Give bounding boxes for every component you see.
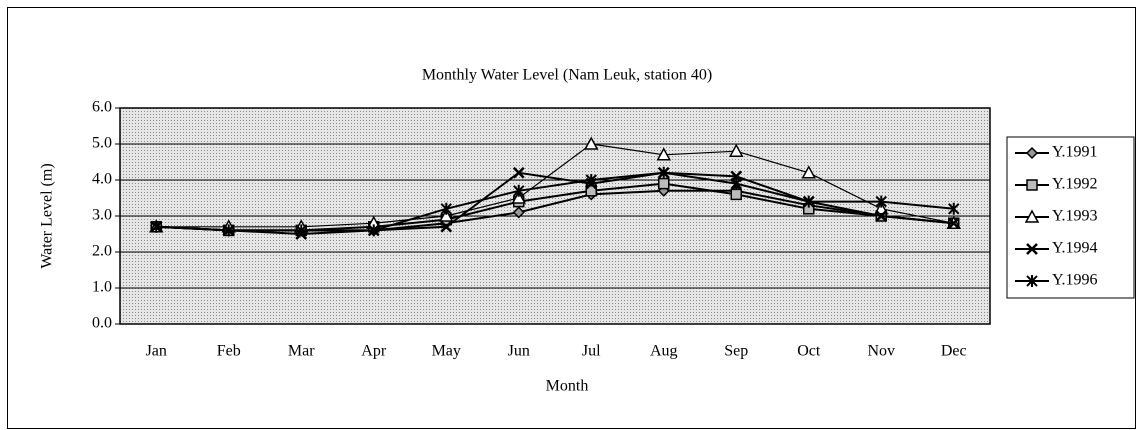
- legend-label: Y.1992: [1052, 176, 1098, 193]
- x-tick-label: Jan: [146, 343, 167, 360]
- marker: [223, 224, 235, 237]
- x-tick-label: Mar: [288, 343, 315, 360]
- y-tick-label: 5.0: [92, 135, 112, 152]
- marker: [368, 224, 380, 237]
- marker: [440, 202, 452, 215]
- legend-label: Y.1994: [1052, 240, 1098, 257]
- series-line: [156, 171, 954, 232]
- chart-title: Monthly Water Level (Nam Leuk, station 4…: [422, 67, 712, 84]
- y-tick-label: 3.0: [92, 207, 112, 224]
- marker: [803, 195, 815, 208]
- x-tick-label: Jul: [582, 343, 601, 360]
- marker: [875, 195, 887, 208]
- marker: [656, 147, 672, 161]
- y-tick-label: 1.0: [92, 279, 112, 296]
- plot-border: [119, 107, 991, 325]
- marker: [730, 177, 742, 190]
- marker: [728, 143, 744, 157]
- marker: [583, 136, 599, 150]
- marker: [440, 220, 453, 233]
- y-tick-label: 6.0: [92, 99, 112, 116]
- marker: [150, 220, 162, 233]
- x-tick-label: Oct: [797, 343, 821, 360]
- y-tick-label: 0.0: [92, 315, 112, 332]
- series-line: [156, 143, 954, 228]
- marker: [658, 166, 670, 179]
- y-axis-label: Water Level (m): [39, 163, 56, 268]
- marker: [730, 188, 742, 201]
- marker: [511, 190, 527, 204]
- marker: [585, 174, 597, 186]
- x-tick-label: May: [432, 343, 461, 360]
- legend-marker: [1026, 243, 1038, 255]
- legend-label: Y.1996: [1052, 272, 1098, 289]
- marker: [875, 210, 888, 222]
- legend-marker: [1026, 275, 1038, 287]
- marker: [512, 206, 525, 219]
- legend-label: Y.1993: [1052, 208, 1098, 225]
- marker: [873, 201, 889, 215]
- legend-marker: [1024, 209, 1040, 223]
- x-axis-label: Month: [546, 378, 589, 395]
- x-tick-label: Apr: [361, 343, 387, 360]
- marker: [801, 165, 817, 179]
- marker: [438, 208, 454, 222]
- x-tick-label: Dec: [941, 343, 967, 360]
- marker: [658, 177, 670, 190]
- marker: [948, 202, 960, 215]
- x-tick-label: Aug: [650, 343, 678, 360]
- y-tick-label: 4.0: [92, 171, 112, 188]
- x-tick-label: Feb: [217, 343, 241, 360]
- x-tick-label: Sep: [724, 343, 748, 360]
- marker: [295, 224, 307, 237]
- x-tick-label: Jun: [508, 343, 530, 360]
- legend-marker: [1025, 146, 1039, 160]
- legend-marker: [1026, 179, 1038, 191]
- marker: [947, 217, 960, 230]
- series-line: [156, 171, 954, 236]
- legend-label: Y.1991: [1052, 144, 1098, 161]
- marker: [512, 166, 525, 179]
- x-tick-label: Nov: [867, 343, 895, 360]
- marker: [513, 184, 525, 197]
- y-tick-label: 2.0: [92, 243, 112, 260]
